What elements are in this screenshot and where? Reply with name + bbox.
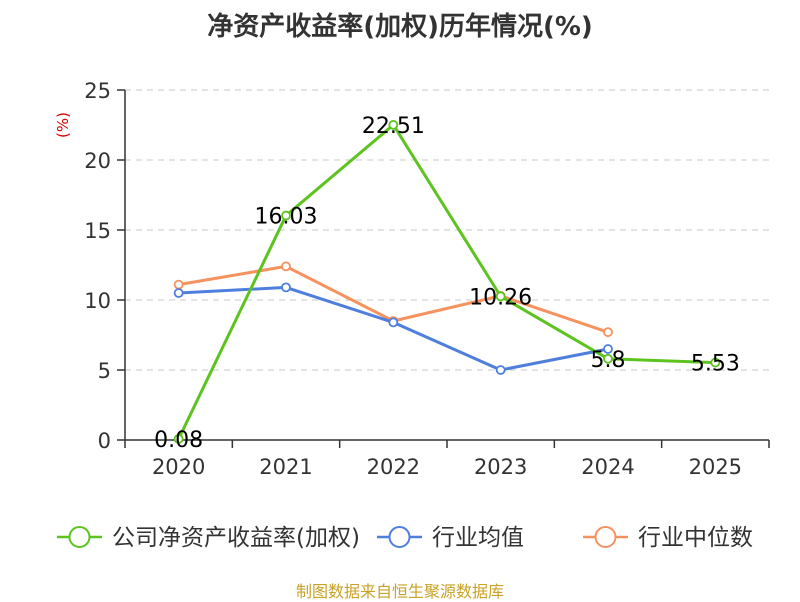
- data-label-2: 22.51: [362, 114, 425, 139]
- data-label-5: 5.53: [691, 352, 740, 377]
- legend-swatch-marker-1: [388, 526, 411, 548]
- grid-layer: [125, 89, 769, 371]
- series-1-point-1: [281, 282, 291, 293]
- series-0-point-1: [281, 210, 291, 221]
- y-tick-label-3: 15: [84, 219, 111, 243]
- series-0-point-2: [388, 119, 399, 130]
- y-tick-label-4: 20: [84, 149, 111, 173]
- data-label-3: 10.26: [469, 285, 532, 310]
- x-tick-label-4: 2024: [581, 455, 634, 479]
- series-1-point-0: [173, 288, 184, 298]
- series-line-0: [177, 123, 716, 440]
- y-tick-label-0: 0: [98, 429, 111, 453]
- series-2-point-1: [281, 261, 291, 272]
- legend-swatch-marker-2: [594, 526, 617, 548]
- series-2-point-4: [603, 327, 613, 338]
- data-label-0: 0.08: [154, 428, 203, 453]
- legend-label-0: 公司净资产收益率(加权): [112, 525, 360, 551]
- series-layer: [173, 119, 721, 444]
- legend-swatch-marker-0: [68, 526, 91, 548]
- series-0-point-4: [603, 353, 613, 364]
- x-tick-label-0: 2020: [152, 455, 205, 479]
- series-0-point-0: [173, 433, 184, 444]
- series-1: [173, 282, 613, 375]
- legend-item-0: 公司净资产收益率(加权): [57, 525, 360, 551]
- series-0-point-3: [495, 291, 506, 302]
- legend-label-1: 行业均值: [432, 525, 524, 551]
- series-1-point-4: [603, 344, 613, 354]
- data-label-4: 5.8: [591, 348, 626, 373]
- data-label-layer: 0.08 16.03 22.51 10.26 5.8 5.53: [154, 114, 740, 453]
- series-0-point-5: [710, 357, 721, 368]
- x-tick-label-1: 2021: [259, 455, 312, 479]
- y-tick-label-2: 10: [84, 289, 111, 313]
- chart-title: 净资产收益率(加权)历年情况(%): [207, 12, 593, 42]
- legend-item-2: 行业中位数: [583, 525, 753, 551]
- series-1-point-3: [495, 365, 506, 375]
- y-axis-label: (%): [54, 112, 72, 138]
- x-tick-label-3: 2023: [474, 455, 527, 479]
- series-0: [173, 119, 721, 444]
- source-note: 制图数据来自恒生聚源数据库: [295, 582, 504, 601]
- y-tick-label-5: 25: [84, 79, 111, 103]
- series-1-point-2: [388, 317, 399, 328]
- legend-item-1: 行业均值: [377, 525, 524, 551]
- x-tick-label-2: 2022: [367, 455, 420, 479]
- x-tick-label-5: 2025: [689, 455, 742, 479]
- series-2-point-0: [173, 279, 184, 290]
- y-tick-label-1: 5: [98, 359, 111, 383]
- data-label-1: 16.03: [255, 205, 318, 230]
- legend-label-2: 行业中位数: [638, 525, 753, 551]
- legend: 公司净资产收益率(加权) 行业均值 行业中位数: [57, 525, 753, 551]
